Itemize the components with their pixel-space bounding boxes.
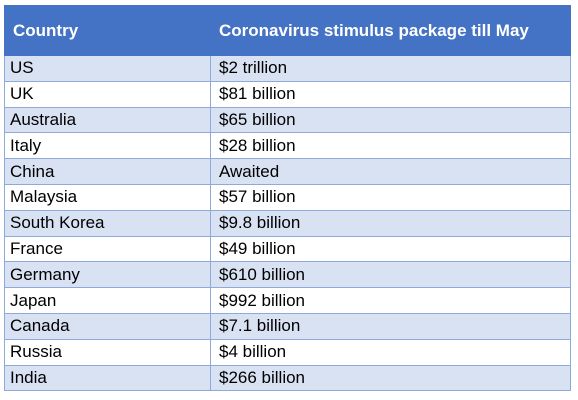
- stimulus-cell: $49 billion: [210, 235, 571, 263]
- country-cell: South Korea: [4, 209, 211, 237]
- table-row: Germany $610 billion: [4, 261, 571, 289]
- stimulus-cell: $28 billion: [210, 132, 571, 160]
- country-cell: Russia: [4, 338, 211, 366]
- country-cell: Japan: [4, 287, 211, 314]
- table-row: India $266 billion: [4, 364, 571, 392]
- table-row: Canada $7.1 billion: [4, 312, 571, 340]
- country-cell: France: [4, 235, 211, 263]
- country-cell: Canada: [4, 312, 211, 340]
- table-row: Japan $992 billion: [4, 287, 571, 314]
- country-cell: Germany: [4, 261, 211, 289]
- stimulus-cell: $610 billion: [210, 261, 571, 289]
- stimulus-cell: $65 billion: [210, 106, 571, 134]
- stimulus-cell: $9.8 billion: [210, 209, 571, 237]
- stimulus-cell: $57 billion: [210, 183, 571, 211]
- country-cell: Malaysia: [4, 183, 211, 211]
- table-row: France $49 billion: [4, 235, 571, 263]
- table-row: Russia $4 billion: [4, 338, 571, 366]
- table-body: US $2 trillion UK $81 billion Australia …: [4, 55, 571, 392]
- country-cell: India: [4, 364, 211, 392]
- stimulus-cell: $4 billion: [210, 338, 571, 366]
- table-row: UK $81 billion: [4, 80, 571, 108]
- country-cell: UK: [4, 80, 211, 108]
- table-row: Malaysia $57 billion: [4, 183, 571, 211]
- table-row: China Awaited: [4, 158, 571, 185]
- country-cell: Italy: [4, 132, 211, 160]
- country-cell: China: [4, 158, 211, 185]
- stimulus-table: Country Coronavirus stimulus package til…: [4, 5, 571, 392]
- table-row: US $2 trillion: [4, 55, 571, 82]
- stimulus-table-container: Country Coronavirus stimulus package til…: [4, 5, 571, 392]
- table-row: Australia $65 billion: [4, 106, 571, 134]
- table-row: Italy $28 billion: [4, 132, 571, 160]
- header-row: Country Coronavirus stimulus package til…: [4, 5, 571, 56]
- column-header-stimulus: Coronavirus stimulus package till May: [210, 5, 571, 56]
- stimulus-cell: $81 billion: [210, 80, 571, 108]
- table-row: South Korea $9.8 billion: [4, 209, 571, 237]
- country-cell: US: [4, 55, 211, 82]
- column-header-country: Country: [4, 5, 211, 56]
- stimulus-cell: $2 trillion: [210, 55, 571, 82]
- stimulus-cell: $992 billion: [210, 287, 571, 314]
- stimulus-cell: Awaited: [210, 158, 571, 185]
- stimulus-cell: $7.1 billion: [210, 312, 571, 340]
- table-header: Country Coronavirus stimulus package til…: [4, 5, 571, 56]
- country-cell: Australia: [4, 106, 211, 134]
- stimulus-cell: $266 billion: [210, 364, 571, 392]
